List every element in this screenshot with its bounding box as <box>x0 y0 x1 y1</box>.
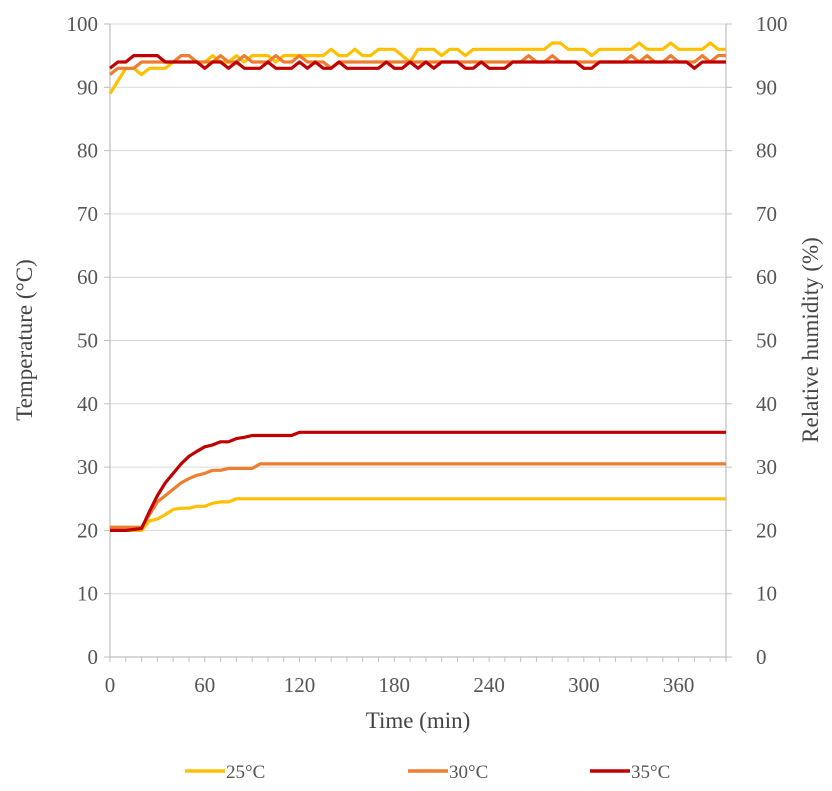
y-tick-label-left: 10 <box>77 582 98 606</box>
legend: 25°C 30°C 35°C <box>185 762 670 783</box>
y-tick-label-left: 90 <box>77 75 98 99</box>
x-tick-label: 180 <box>379 673 411 697</box>
y-tick-label-left: 0 <box>88 645 99 669</box>
y-tick-label-right: 80 <box>756 139 777 163</box>
y-tick-label-right: 20 <box>756 518 777 542</box>
x-tick-label: 60 <box>194 673 215 697</box>
y-tick-label-right: 40 <box>756 392 777 416</box>
legend-label: 30°C <box>449 762 488 783</box>
x-axis-label: Time (min) <box>366 708 471 733</box>
y-tick-label-left: 80 <box>77 139 98 163</box>
series-line-humidity-35 <box>109 54 726 70</box>
y-tick-label-right: 10 <box>756 582 777 606</box>
y-tick-label-right: 90 <box>756 75 777 99</box>
series-lines <box>108 41 726 532</box>
y-tick-label-right: 50 <box>756 329 777 353</box>
y-axis-left-ticks: 0 10 20 30 40 50 60 70 80 90 100 <box>67 12 110 669</box>
legend-label: 35°C <box>631 762 670 783</box>
y-tick-label-right: 70 <box>756 202 777 226</box>
x-tick-label: 240 <box>473 673 505 697</box>
x-tick-label: 120 <box>284 673 316 697</box>
x-tick-label: 0 <box>105 673 116 697</box>
x-tick-label: 300 <box>568 673 600 697</box>
y-tick-label-left: 100 <box>67 12 99 36</box>
series-line-temperature-30 <box>110 462 726 529</box>
series-line-temperature-35 <box>110 430 726 532</box>
x-tick-label: 360 <box>663 673 695 697</box>
y-tick-label-left: 20 <box>77 518 98 542</box>
y-axis-right-ticks: 0 10 20 30 40 50 60 70 80 90 100 <box>726 12 788 669</box>
y-axis-right-label: Relative humidity (%) <box>798 237 823 443</box>
y-tick-label-left: 50 <box>77 329 98 353</box>
y-tick-label-right: 0 <box>756 645 767 669</box>
x-axis-ticks: 0 60 120 180 240 300 360 <box>105 657 727 697</box>
y-tick-label-right: 60 <box>756 265 777 289</box>
gridlines <box>110 23 726 595</box>
y-tick-label-left: 60 <box>77 265 98 289</box>
series-line-humidity-25 <box>108 41 726 95</box>
y-tick-label-right: 100 <box>756 12 788 36</box>
y-axis-left-label: Temperature (°C) <box>12 259 37 420</box>
y-tick-label-right: 30 <box>756 455 777 479</box>
y-tick-label-left: 70 <box>77 202 98 226</box>
y-tick-label-left: 30 <box>77 455 98 479</box>
series-line-temperature-25 <box>110 497 726 532</box>
y-tick-label-left: 40 <box>77 392 98 416</box>
legend-label: 25°C <box>226 762 265 783</box>
